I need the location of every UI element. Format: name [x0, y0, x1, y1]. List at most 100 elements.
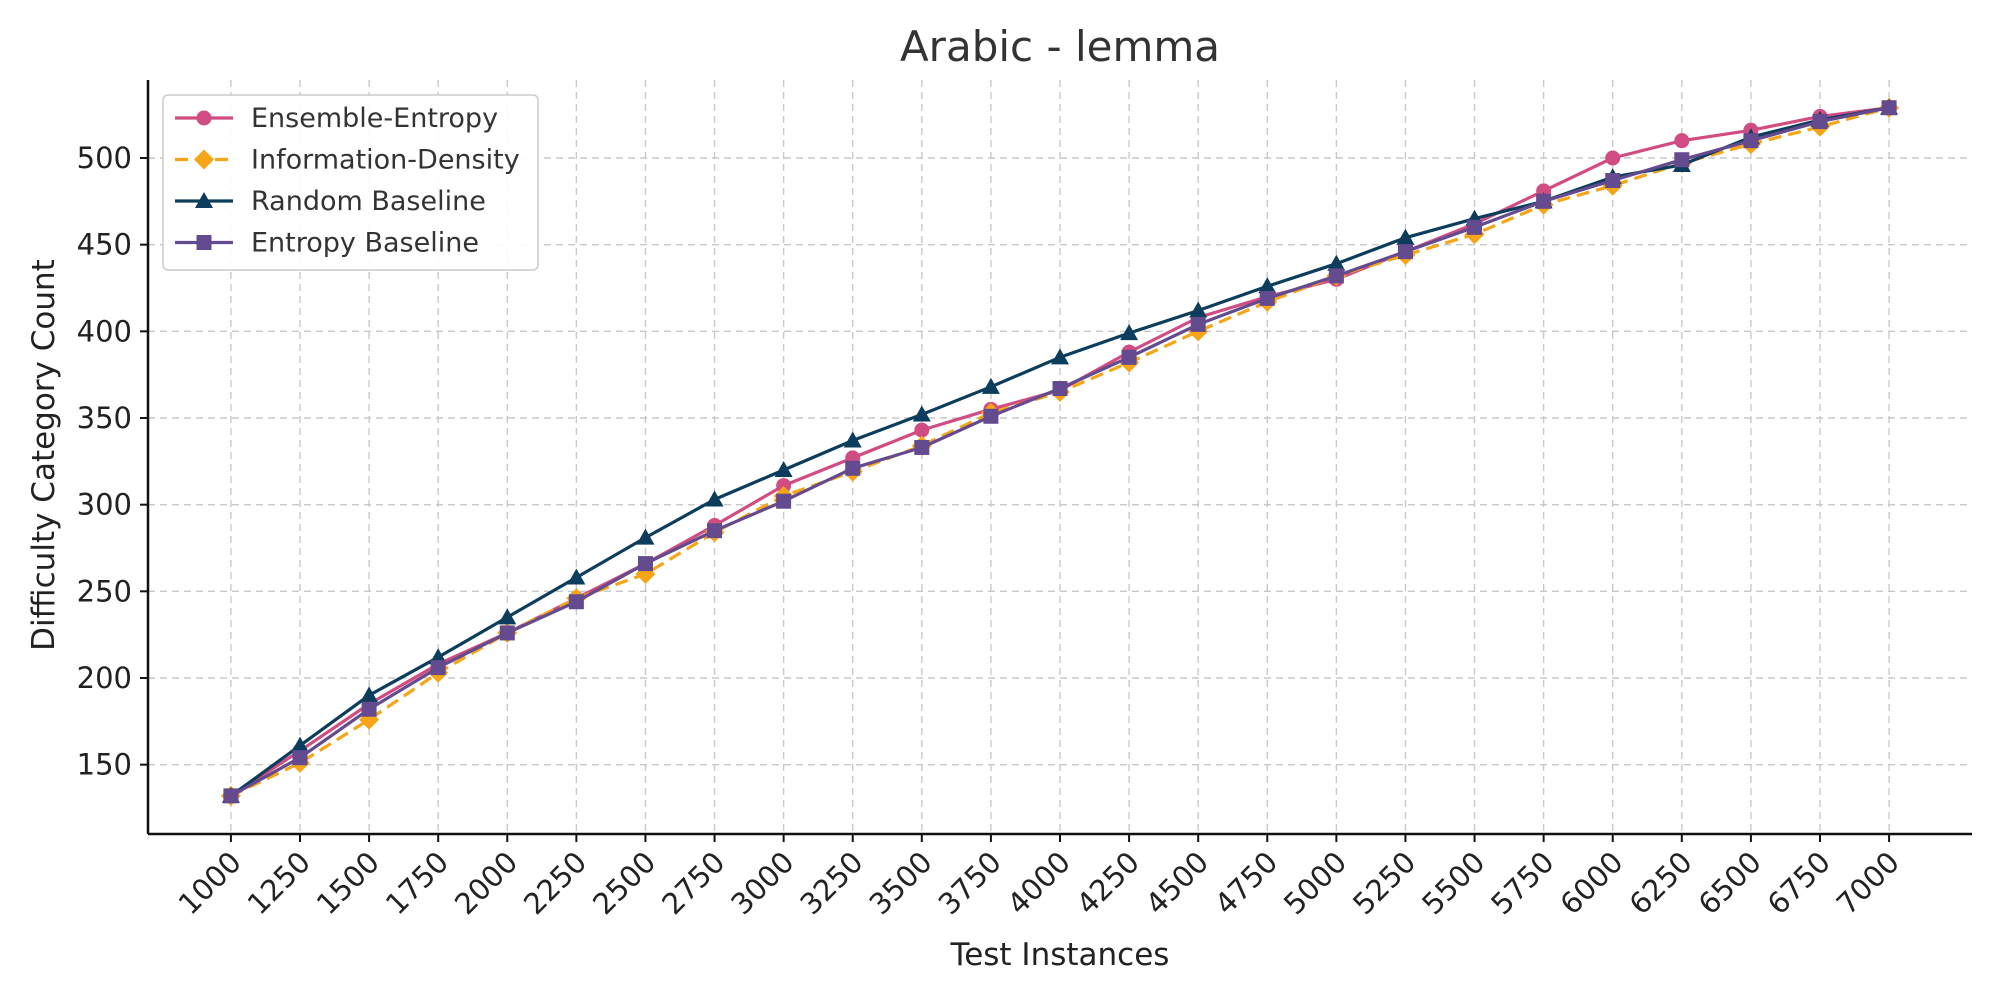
legend-item: Ensemble-Entropy	[175, 103, 498, 134]
legend-marker	[196, 110, 212, 126]
data-point	[1743, 133, 1759, 149]
data-point	[292, 750, 308, 766]
x-tick-label: 1250	[241, 845, 317, 921]
data-point	[1674, 133, 1690, 149]
data-point	[1674, 152, 1690, 168]
legend-item: Random Baseline	[175, 186, 486, 217]
x-tick-label: 6000	[1553, 845, 1629, 921]
x-tick-label: 3000	[724, 845, 800, 921]
legend-label: Ensemble-Entropy	[251, 103, 498, 134]
x-tick-label: 4250	[1070, 845, 1146, 921]
data-point	[637, 556, 653, 572]
data-point	[843, 431, 862, 448]
x-tick-label: 5750	[1484, 845, 1560, 921]
data-point	[223, 788, 239, 804]
x-tick-label: 1750	[379, 845, 455, 921]
series-layer	[220, 97, 1900, 806]
data-point	[361, 701, 377, 717]
y-tick-label: 250	[77, 574, 132, 608]
data-point	[499, 625, 515, 641]
data-point	[360, 686, 379, 703]
data-point	[1327, 254, 1346, 271]
data-point	[1328, 268, 1344, 284]
x-tick-label: 1500	[310, 845, 386, 921]
data-point	[1051, 348, 1069, 365]
x-tick-label: 2250	[517, 845, 593, 921]
x-tick-label: 3500	[863, 845, 939, 921]
data-point	[776, 493, 792, 509]
y-tick-label: 200	[77, 661, 132, 695]
y-axis-label: Difficulty Category Count	[26, 259, 62, 651]
data-point	[707, 523, 723, 539]
y-tick-label: 400	[77, 314, 132, 348]
data-point	[1052, 381, 1068, 397]
data-point	[1881, 100, 1897, 116]
data-point	[1259, 290, 1275, 306]
y-tick-label: 350	[77, 401, 132, 435]
x-tick-label: 5500	[1415, 845, 1491, 921]
x-tick-label: 3250	[793, 845, 869, 921]
data-point	[1605, 173, 1621, 189]
x-tick-label: 4500	[1139, 845, 1215, 921]
data-point	[1467, 219, 1483, 235]
data-point	[568, 594, 584, 610]
legend: Ensemble-Entropy Information-Density Rando…	[162, 94, 539, 271]
data-point	[291, 736, 309, 753]
data-point	[705, 490, 724, 507]
y-tick-label: 500	[77, 141, 132, 175]
y-tick-label: 450	[77, 228, 132, 262]
data-point	[1605, 150, 1621, 166]
data-point	[1190, 316, 1206, 332]
data-point	[774, 461, 793, 478]
data-point	[1397, 244, 1413, 260]
data-point	[498, 608, 517, 625]
grid	[148, 80, 1972, 834]
legend-item: Information-Density	[175, 145, 520, 176]
x-axis-label: Test Instances	[950, 937, 1170, 973]
legend-marker	[195, 192, 213, 209]
x-tick-label: 4000	[1001, 845, 1077, 921]
y-tick-label: 300	[77, 488, 132, 522]
legend-label: Information-Density	[251, 145, 520, 176]
legend-item: Entropy Baseline	[175, 228, 479, 259]
data-point	[567, 568, 586, 585]
data-point	[776, 478, 792, 494]
legend-marker	[194, 149, 214, 170]
x-tick-label: 5000	[1277, 845, 1353, 921]
data-point	[1812, 114, 1828, 130]
data-point	[1396, 228, 1415, 245]
series-entropy-baseline	[223, 100, 1897, 804]
x-tick-label: 2750	[655, 845, 731, 921]
data-point	[1258, 277, 1277, 294]
x-tick-label: 1000	[172, 845, 248, 921]
x-tick-label: 5250	[1346, 845, 1422, 921]
data-point	[1120, 324, 1139, 341]
data-point	[914, 439, 930, 455]
data-point	[1536, 193, 1552, 209]
chart-title: Arabic - lemma	[900, 22, 1220, 71]
data-point	[983, 408, 999, 424]
x-tick-label: 3750	[932, 845, 1008, 921]
legend-marker	[196, 235, 212, 250]
data-point	[981, 377, 1000, 394]
x-tick-label: 6750	[1761, 845, 1837, 921]
data-point	[1121, 349, 1137, 365]
legend-box	[162, 94, 539, 271]
x-tick-label: 7000	[1830, 845, 1906, 921]
data-point	[914, 422, 930, 438]
y-tick-label: 150	[77, 748, 132, 782]
x-tick-label: 6500	[1692, 845, 1768, 921]
data-point	[912, 405, 931, 422]
data-point	[1189, 301, 1208, 318]
legend-label: Random Baseline	[251, 186, 486, 217]
x-tick-label: 4750	[1208, 845, 1284, 921]
legend-label: Entropy Baseline	[251, 228, 479, 259]
data-point	[636, 528, 655, 545]
data-point	[845, 460, 861, 476]
x-tick-label: 6250	[1623, 845, 1699, 921]
x-tick-label: 2000	[448, 845, 524, 921]
x-tick-label: 2500	[586, 845, 662, 921]
data-point	[430, 660, 446, 676]
